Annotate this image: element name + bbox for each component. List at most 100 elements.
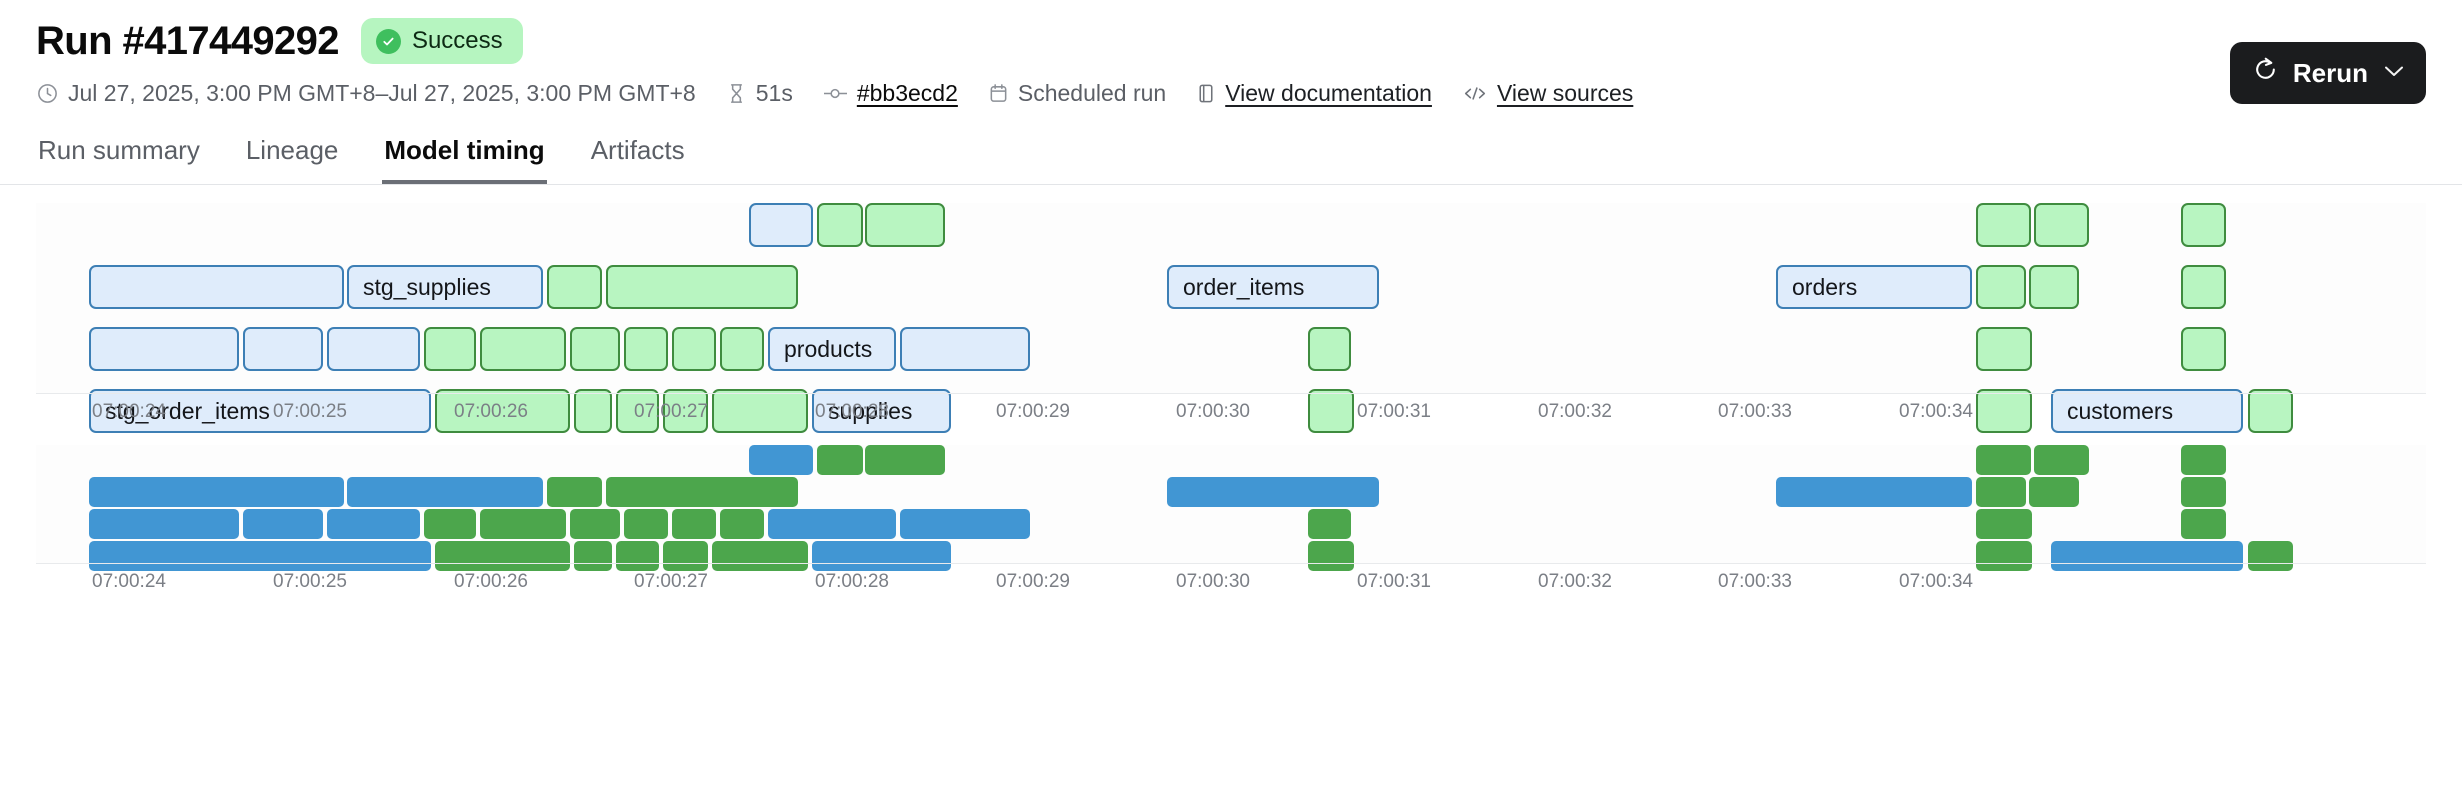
gantt-axis-outlined: 07:00:24 07:00:25 07:00:26 07:00:27 07:00:28… xyxy=(36,393,2426,427)
gantt-bar-stg_supplies[interactable]: stg_supplies xyxy=(347,265,543,309)
gantt-bar[interactable] xyxy=(2181,477,2226,507)
gantt-bar-customers[interactable]: customers xyxy=(2051,389,2243,433)
gantt-bar-orders[interactable]: orders xyxy=(1776,265,1972,309)
gantt-bar[interactable] xyxy=(616,389,659,433)
gantt-bar[interactable] xyxy=(624,327,668,371)
gantt-bar[interactable] xyxy=(89,509,239,539)
gantt-bar[interactable] xyxy=(672,327,716,371)
axis-tick-label: 07:00:29 xyxy=(996,571,1070,592)
tab-run-summary[interactable]: Run summary xyxy=(38,135,200,165)
gantt-bar[interactable] xyxy=(570,327,620,371)
gantt-bar[interactable] xyxy=(2029,265,2079,309)
gantt-bar[interactable] xyxy=(480,509,566,539)
gantt-bar-products[interactable]: products xyxy=(768,327,896,371)
meta-item-sources[interactable]: View sources xyxy=(1462,80,1633,107)
gantt-bar[interactable] xyxy=(547,477,602,507)
tab-artifacts[interactable]: Artifacts xyxy=(590,135,685,165)
gantt-bar[interactable] xyxy=(1976,509,2032,539)
gantt-bar[interactable] xyxy=(1976,389,2032,433)
gantt-bar[interactable] xyxy=(435,541,570,571)
gantt-bar[interactable] xyxy=(865,203,945,247)
gantt-bar-stg_order_items[interactable]: stg_order_items xyxy=(89,389,431,433)
gantt-bar[interactable] xyxy=(616,541,659,571)
gantt-bar[interactable] xyxy=(1976,265,2026,309)
gantt-bar[interactable] xyxy=(424,327,476,371)
gantt-bar[interactable] xyxy=(1976,477,2026,507)
gantt-bar[interactable] xyxy=(720,327,764,371)
gantt-bar[interactable] xyxy=(624,509,668,539)
gantt-bar[interactable] xyxy=(574,541,612,571)
gantt-bar[interactable] xyxy=(606,477,798,507)
gantt-bar[interactable] xyxy=(663,541,708,571)
gantt-bar[interactable] xyxy=(435,389,570,433)
gantt-bar[interactable] xyxy=(574,389,612,433)
clock-icon xyxy=(36,82,59,105)
gantt-bar[interactable] xyxy=(712,389,808,433)
gantt-bar[interactable] xyxy=(2034,445,2089,475)
gantt-bar[interactable] xyxy=(480,327,566,371)
gantt-bar[interactable] xyxy=(663,389,708,433)
gantt-bar[interactable] xyxy=(749,445,813,475)
gantt-bar[interactable] xyxy=(424,509,476,539)
gantt-bar[interactable] xyxy=(347,477,543,507)
gantt-bar[interactable] xyxy=(672,509,716,539)
gantt-bar[interactable] xyxy=(2181,265,2226,309)
gantt-bar[interactable] xyxy=(89,541,431,571)
meta-item-commit[interactable]: #bb3ecd2 xyxy=(823,80,958,107)
rerun-button[interactable]: Rerun xyxy=(2229,42,2426,104)
gantt-bar[interactable] xyxy=(2181,203,2226,247)
meta-item-trigger: Scheduled run xyxy=(988,80,1166,107)
gantt-bar[interactable] xyxy=(749,203,813,247)
gantt-bar-supplies[interactable]: supplies xyxy=(812,389,951,433)
gantt-bar[interactable] xyxy=(1976,541,2032,571)
gantt-bar[interactable] xyxy=(1976,327,2032,371)
meta-documentation-link[interactable]: View documentation xyxy=(1225,80,1432,106)
gantt-bar[interactable] xyxy=(606,265,798,309)
gantt-bar[interactable] xyxy=(2051,541,2243,571)
gantt-bar[interactable] xyxy=(2181,509,2226,539)
gantt-bar[interactable] xyxy=(865,445,945,475)
gantt-bar[interactable] xyxy=(720,509,764,539)
meta-commit-link[interactable]: #bb3ecd2 xyxy=(856,80,958,106)
gantt-bar[interactable] xyxy=(900,509,1030,539)
gantt-bar[interactable] xyxy=(327,509,420,539)
gantt-bar[interactable] xyxy=(89,477,344,507)
gantt-bar[interactable] xyxy=(243,509,323,539)
gantt-bar[interactable] xyxy=(2181,445,2226,475)
meta-item-documentation[interactable]: View documentation xyxy=(1196,80,1432,107)
meta-sources-link[interactable]: View sources xyxy=(1496,80,1634,106)
gantt-bar[interactable] xyxy=(2248,541,2293,571)
gantt-bar[interactable] xyxy=(243,327,323,371)
gantt-bar[interactable] xyxy=(2034,203,2089,247)
gantt-bar[interactable] xyxy=(547,265,602,309)
gantt-bar[interactable] xyxy=(817,445,863,475)
tab-lineage[interactable]: Lineage xyxy=(245,135,339,165)
gantt-bar[interactable] xyxy=(89,327,239,371)
meta-item-timestamp: Jul 27, 2025, 3:00 PM GMT+8–Jul 27, 2025… xyxy=(36,80,696,107)
gantt-bar[interactable] xyxy=(327,327,420,371)
gantt-lane xyxy=(36,203,2426,247)
gantt-bar[interactable] xyxy=(812,541,951,571)
axis-tick-label: 07:00:32 xyxy=(1538,571,1612,592)
gantt-bar[interactable] xyxy=(570,509,620,539)
gantt-bar[interactable] xyxy=(1308,389,1354,433)
gantt-bar[interactable] xyxy=(817,203,863,247)
gantt-bar[interactable] xyxy=(1308,509,1351,539)
gantt-bar[interactable] xyxy=(1776,477,1972,507)
gantt-bar[interactable] xyxy=(1976,203,2031,247)
axis-tick-label: 07:00:27 xyxy=(634,401,708,422)
gantt-bar[interactable] xyxy=(1167,477,1379,507)
gantt-bar[interactable] xyxy=(712,541,808,571)
chevron-down-icon[interactable] xyxy=(2384,62,2404,84)
gantt-bar-order_items[interactable]: order_items xyxy=(1167,265,1379,309)
gantt-bar[interactable] xyxy=(2248,389,2293,433)
gantt-bar[interactable] xyxy=(768,509,896,539)
gantt-bar[interactable] xyxy=(1308,327,1351,371)
gantt-bar[interactable] xyxy=(900,327,1030,371)
gantt-bar[interactable] xyxy=(89,265,344,309)
gantt-bar[interactable] xyxy=(2181,327,2226,371)
gantt-bar[interactable] xyxy=(2029,477,2079,507)
gantt-bar[interactable] xyxy=(1308,541,1354,571)
gantt-bar[interactable] xyxy=(1976,445,2031,475)
tab-model-timing[interactable]: Model timing xyxy=(382,129,547,184)
